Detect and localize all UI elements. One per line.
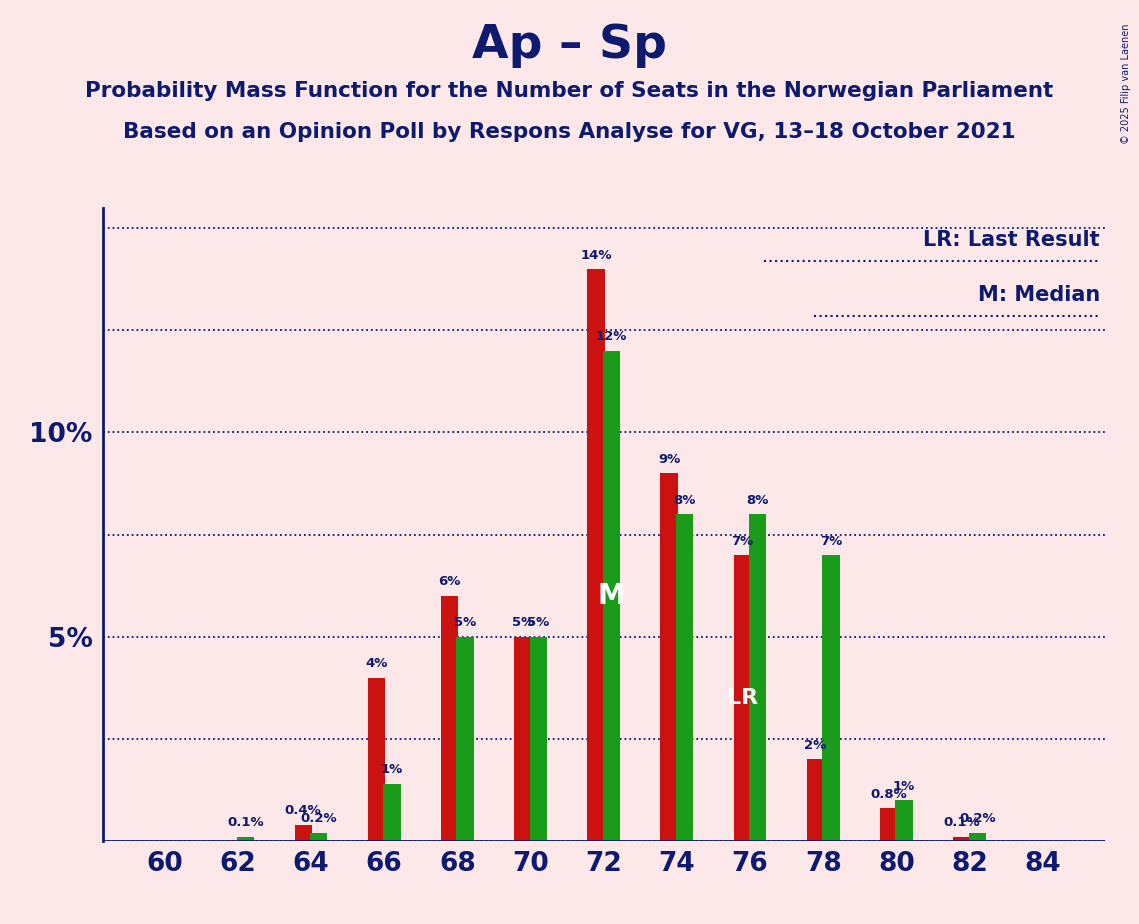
Bar	[295, 824, 312, 841]
Text: LR: LR	[727, 688, 757, 708]
Bar	[383, 784, 401, 841]
Bar	[603, 351, 620, 841]
Text: 5%: 5%	[511, 616, 534, 629]
Text: 9%: 9%	[658, 453, 680, 466]
Text: 6%: 6%	[439, 576, 461, 589]
Text: LR: Last Result: LR: Last Result	[924, 230, 1100, 250]
Bar	[822, 555, 839, 841]
Bar	[237, 837, 254, 841]
Text: 0.1%: 0.1%	[943, 817, 980, 830]
Text: 0.2%: 0.2%	[301, 812, 337, 825]
Bar	[953, 837, 970, 841]
Text: Based on an Opinion Poll by Respons Analyse for VG, 13–18 October 2021: Based on an Opinion Poll by Respons Anal…	[123, 122, 1016, 142]
Text: 12%: 12%	[596, 331, 628, 344]
Text: Ap – Sp: Ap – Sp	[472, 23, 667, 68]
Bar	[588, 269, 605, 841]
Text: 0.4%: 0.4%	[285, 804, 321, 817]
Text: 7%: 7%	[731, 535, 753, 548]
Bar	[806, 760, 825, 841]
Text: 0.8%: 0.8%	[870, 788, 907, 801]
Text: M: M	[598, 582, 625, 610]
Text: 5%: 5%	[454, 616, 476, 629]
Bar	[749, 514, 767, 841]
Bar	[368, 677, 385, 841]
Bar	[879, 808, 898, 841]
Bar	[968, 833, 986, 841]
Bar	[530, 637, 547, 841]
Bar	[895, 800, 912, 841]
Text: 0.1%: 0.1%	[228, 817, 264, 830]
Text: M: Median: M: Median	[977, 286, 1100, 305]
Text: 1%: 1%	[380, 763, 403, 776]
Bar	[675, 514, 694, 841]
Text: 7%: 7%	[820, 535, 842, 548]
Bar	[661, 473, 678, 841]
Text: Probability Mass Function for the Number of Seats in the Norwegian Parliament: Probability Mass Function for the Number…	[85, 81, 1054, 102]
Text: 8%: 8%	[746, 493, 769, 506]
Text: 4%: 4%	[366, 657, 387, 670]
Text: 1%: 1%	[893, 780, 916, 793]
Bar	[310, 833, 328, 841]
Bar	[457, 637, 474, 841]
Text: 8%: 8%	[673, 493, 696, 506]
Bar	[514, 637, 532, 841]
Text: 5%: 5%	[527, 616, 549, 629]
Text: 14%: 14%	[580, 249, 612, 261]
Text: 0.2%: 0.2%	[959, 812, 995, 825]
Bar	[734, 555, 751, 841]
Text: © 2025 Filip van Laenen: © 2025 Filip van Laenen	[1121, 23, 1131, 143]
Bar	[441, 596, 458, 841]
Text: 2%: 2%	[804, 739, 827, 752]
